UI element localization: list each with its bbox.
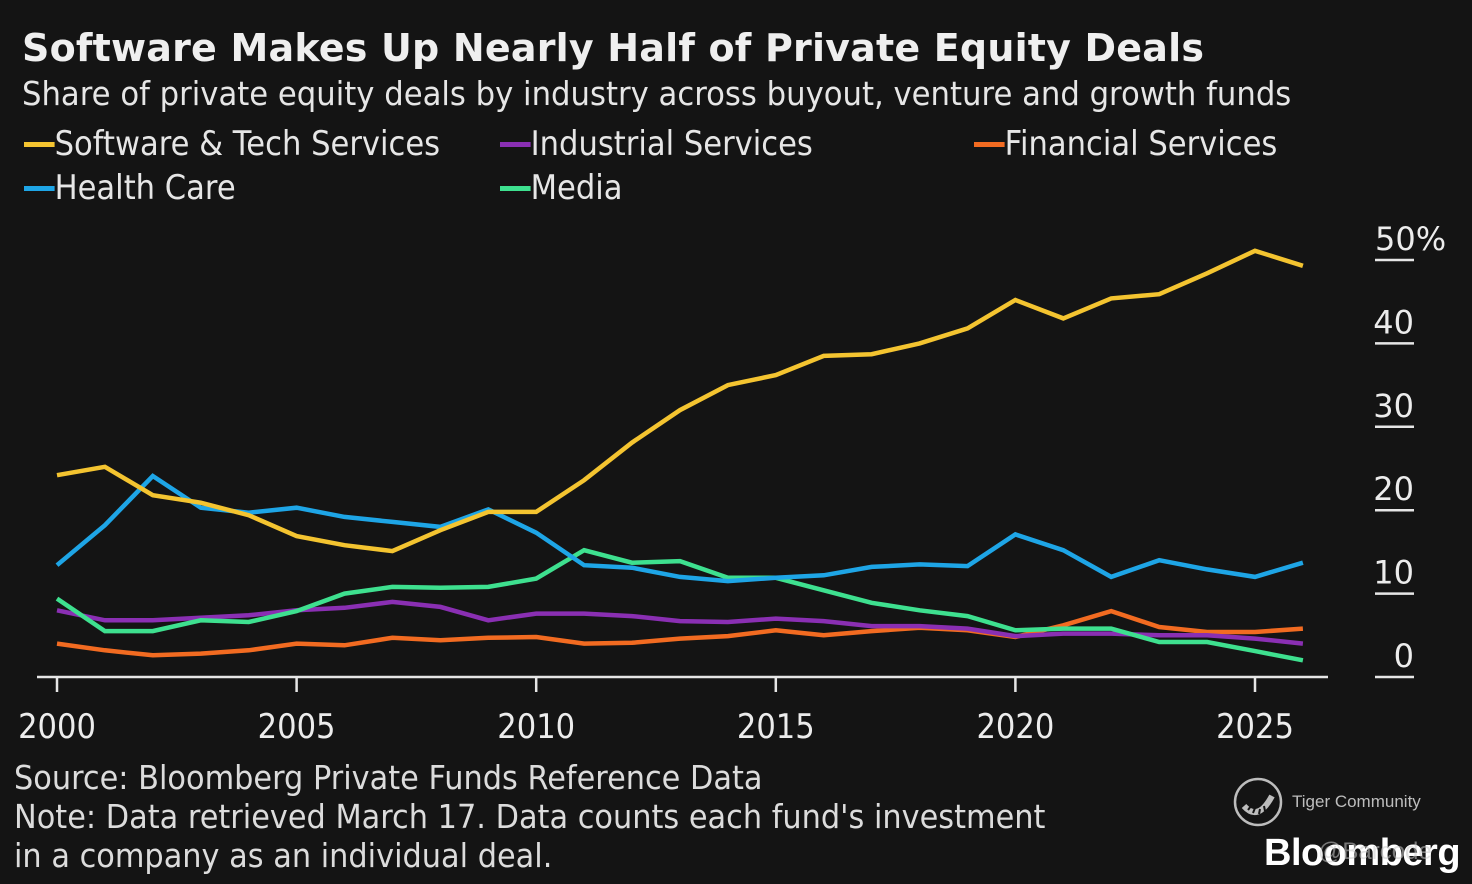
y-tick-label: 20 <box>1373 470 1414 508</box>
legend-label-health-care: Health Care <box>54 168 236 208</box>
legend-label-financial: Financial Services <box>1004 124 1278 164</box>
legend-swatch-industrial <box>500 141 531 147</box>
series-line-health-care <box>55 473 1304 584</box>
y-tick-label: 10 <box>1373 554 1414 592</box>
x-tick-label: 2000 <box>18 706 96 746</box>
y-tick-label: 50% <box>1375 220 1446 258</box>
legend-label-industrial: Industrial Services <box>530 124 813 164</box>
y-tick-label: 40 <box>1373 303 1414 341</box>
note-text-line1: Note: Data retrieved March 17. Data coun… <box>14 797 1046 836</box>
tiger-logo-icon <box>1233 777 1283 827</box>
series-line-financial-services <box>56 608 1304 658</box>
x-tick-label: 2025 <box>1216 706 1294 746</box>
watermark-text: Tiger Community <box>1292 792 1421 811</box>
y-tick-label: 0 <box>1394 637 1414 675</box>
series-line-media <box>55 547 1304 663</box>
series-layer <box>55 248 1304 663</box>
legend-item-health-care: Health Care <box>24 168 236 208</box>
author-handle: @Barcode <box>1318 838 1432 865</box>
source-text: Source: Bloomberg Private Funds Referenc… <box>14 758 763 797</box>
legend-label-media: Media <box>530 168 623 208</box>
x-tick-label: 2020 <box>976 706 1054 746</box>
bloomberg-logo: Bloomberg <box>1264 832 1461 874</box>
axis-layer: 2000 2005 2010 2015 2020 2025 0 10 20 30 40 50% <box>18 220 1446 746</box>
note-text-line2: in a company as an individual deal. <box>14 836 553 875</box>
x-tick-label: 2005 <box>258 706 336 746</box>
x-tick-label: 2010 <box>497 706 575 746</box>
legend-swatch-software <box>24 141 55 147</box>
series-line-industrial-services <box>56 599 1304 646</box>
series-line-software-tech-services <box>56 248 1304 554</box>
legend-item-financial: Financial Services <box>974 124 1277 164</box>
legend-item-software: Software & Tech Services <box>24 124 440 164</box>
legend-swatch-financial <box>974 141 1005 147</box>
tiger-community-watermark: Tiger Community <box>1232 776 1421 828</box>
y-tick-label: 30 <box>1373 387 1414 425</box>
legend-item-media: Media <box>500 168 623 208</box>
legend-swatch-media <box>500 185 531 191</box>
legend-label-software: Software & Tech Services <box>54 124 441 164</box>
chart-title: Software Makes Up Nearly Half of Private… <box>22 26 1205 70</box>
chart-subtitle: Share of private equity deals by industr… <box>22 74 1292 113</box>
x-tick-label: 2015 <box>737 706 815 746</box>
legend-item-industrial: Industrial Services <box>500 124 813 164</box>
legend-swatch-health-care <box>24 185 55 191</box>
